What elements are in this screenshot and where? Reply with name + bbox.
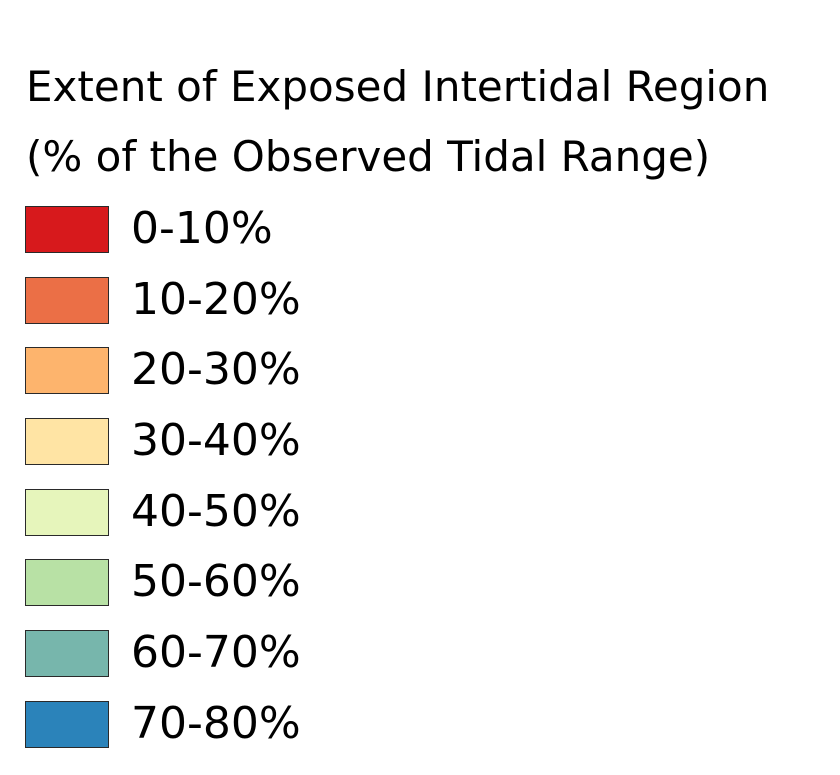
legend-item-label: 20-30%: [131, 344, 301, 396]
legend-item-50-60: 50-60%: [25, 554, 425, 625]
legend-list: 0-10% 10-20% 20-30% 30-40% 40-50% 50-60%…: [25, 201, 425, 767]
legend-swatch: [25, 347, 109, 395]
legend-title: Extent of Exposed Intertidal Region (% o…: [26, 52, 826, 192]
legend-swatch: [25, 559, 109, 607]
legend-swatch: [25, 630, 109, 678]
legend-item-label: 30-40%: [131, 415, 301, 467]
legend-item-40-50: 40-50%: [25, 484, 425, 555]
legend-swatch: [25, 488, 109, 536]
legend-item-label: 0-10%: [131, 203, 273, 254]
legend-item-label: 70-80%: [131, 697, 301, 749]
legend-item-label: 60-70%: [131, 627, 301, 679]
legend-swatch: [25, 206, 109, 253]
legend-item-20-30: 20-30%: [25, 342, 425, 413]
legend-title-line-1: Extent of Exposed Intertidal Region: [26, 62, 770, 111]
legend-title-line-2: (% of the Observed Tidal Range): [26, 132, 711, 181]
legend-swatch: [25, 700, 109, 748]
legend-item-0-10: 0-10%: [25, 201, 425, 272]
legend-item-label: 10-20%: [131, 273, 301, 325]
legend-item-30-40: 30-40%: [25, 413, 425, 484]
legend-item-10-20: 10-20%: [25, 272, 425, 343]
legend-item-label: 40-50%: [131, 485, 301, 537]
legend-swatch: [25, 276, 109, 324]
legend-swatch: [25, 418, 109, 466]
legend-item-60-70: 60-70%: [25, 625, 425, 696]
legend-item-70-80: 70-80%: [25, 696, 425, 767]
legend-item-label: 50-60%: [131, 556, 301, 608]
